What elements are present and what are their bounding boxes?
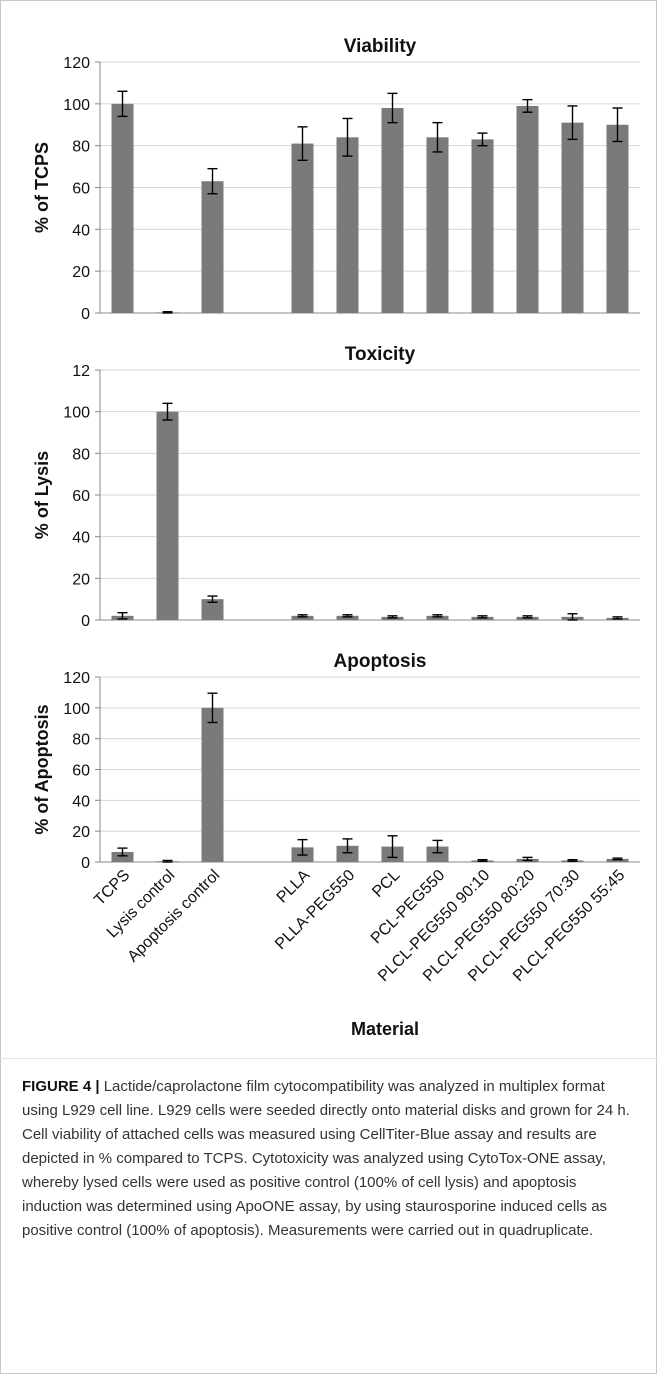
y-tick-label: 40	[72, 530, 90, 547]
y-tick-label: 20	[72, 824, 90, 841]
chart-title-1: Toxicity	[345, 344, 416, 365]
figure-caption: FIGURE 4 | Lactide/caprolactone film cyt…	[22, 1075, 634, 1243]
y-tick-label: 60	[72, 763, 90, 780]
y-axis-label-1: % of Lysis	[32, 451, 52, 539]
y-tick-label: 40	[72, 793, 90, 810]
bar-1-1	[156, 411, 179, 620]
y-axis-label-0: % of TCPS	[32, 142, 52, 233]
y-tick-label: 40	[72, 222, 90, 239]
bar-0-6	[381, 108, 404, 314]
bar-1-7	[426, 615, 449, 620]
y-tick-label: 0	[81, 613, 90, 630]
bar-1-5	[336, 615, 359, 620]
bar-2-0	[111, 851, 134, 862]
bar-0-2	[201, 181, 224, 313]
x-tick-label: PLLA	[274, 867, 314, 907]
bar-2-2	[201, 707, 224, 862]
caption-divider	[0, 1058, 657, 1059]
y-tick-label: 100	[63, 405, 90, 422]
y-tick-label: 60	[72, 488, 90, 505]
y-tick-label: 60	[72, 181, 90, 198]
y-tick-label: 12	[72, 363, 90, 380]
bar-0-8	[471, 139, 494, 313]
bar-0-11	[606, 124, 629, 313]
bar-1-2	[201, 599, 224, 620]
x-axis-label: Material	[351, 1019, 419, 1039]
bar-2-11	[606, 858, 629, 862]
y-tick-label: 120	[63, 55, 90, 72]
bar-0-10	[561, 122, 584, 314]
x-tick-label: PLLA-PEG550	[272, 867, 358, 953]
bar-2-7	[426, 846, 449, 862]
y-tick-label: 20	[72, 571, 90, 588]
y-tick-label: 100	[63, 97, 90, 114]
y-tick-label: 120	[63, 670, 90, 687]
y-tick-label: 80	[72, 732, 90, 749]
y-tick-label: 0	[81, 855, 90, 872]
bar-0-9	[516, 105, 539, 313]
bar-0-7	[426, 137, 449, 313]
y-tick-label: 80	[72, 446, 90, 463]
bar-0-0	[111, 103, 134, 313]
figure-label: FIGURE 4 |	[22, 1078, 100, 1095]
x-tick-label: PCL	[369, 867, 403, 901]
y-tick-label: 20	[72, 264, 90, 281]
bar-0-4	[291, 143, 314, 313]
bar-0-5	[336, 137, 359, 313]
y-tick-label: 100	[63, 701, 90, 718]
chart-title-2: Apoptosis	[334, 651, 427, 672]
x-tick-label: TCPS	[91, 867, 133, 909]
caption-text: Lactide/caprolactone film cytocompatibil…	[22, 1078, 630, 1239]
bar-2-5	[336, 845, 359, 862]
chart-title-0: Viability	[344, 36, 417, 57]
y-tick-label: 80	[72, 139, 90, 156]
bar-1-4	[291, 615, 314, 620]
y-tick-label: 0	[81, 306, 90, 323]
y-axis-label-2: % of Apoptosis	[32, 704, 52, 834]
